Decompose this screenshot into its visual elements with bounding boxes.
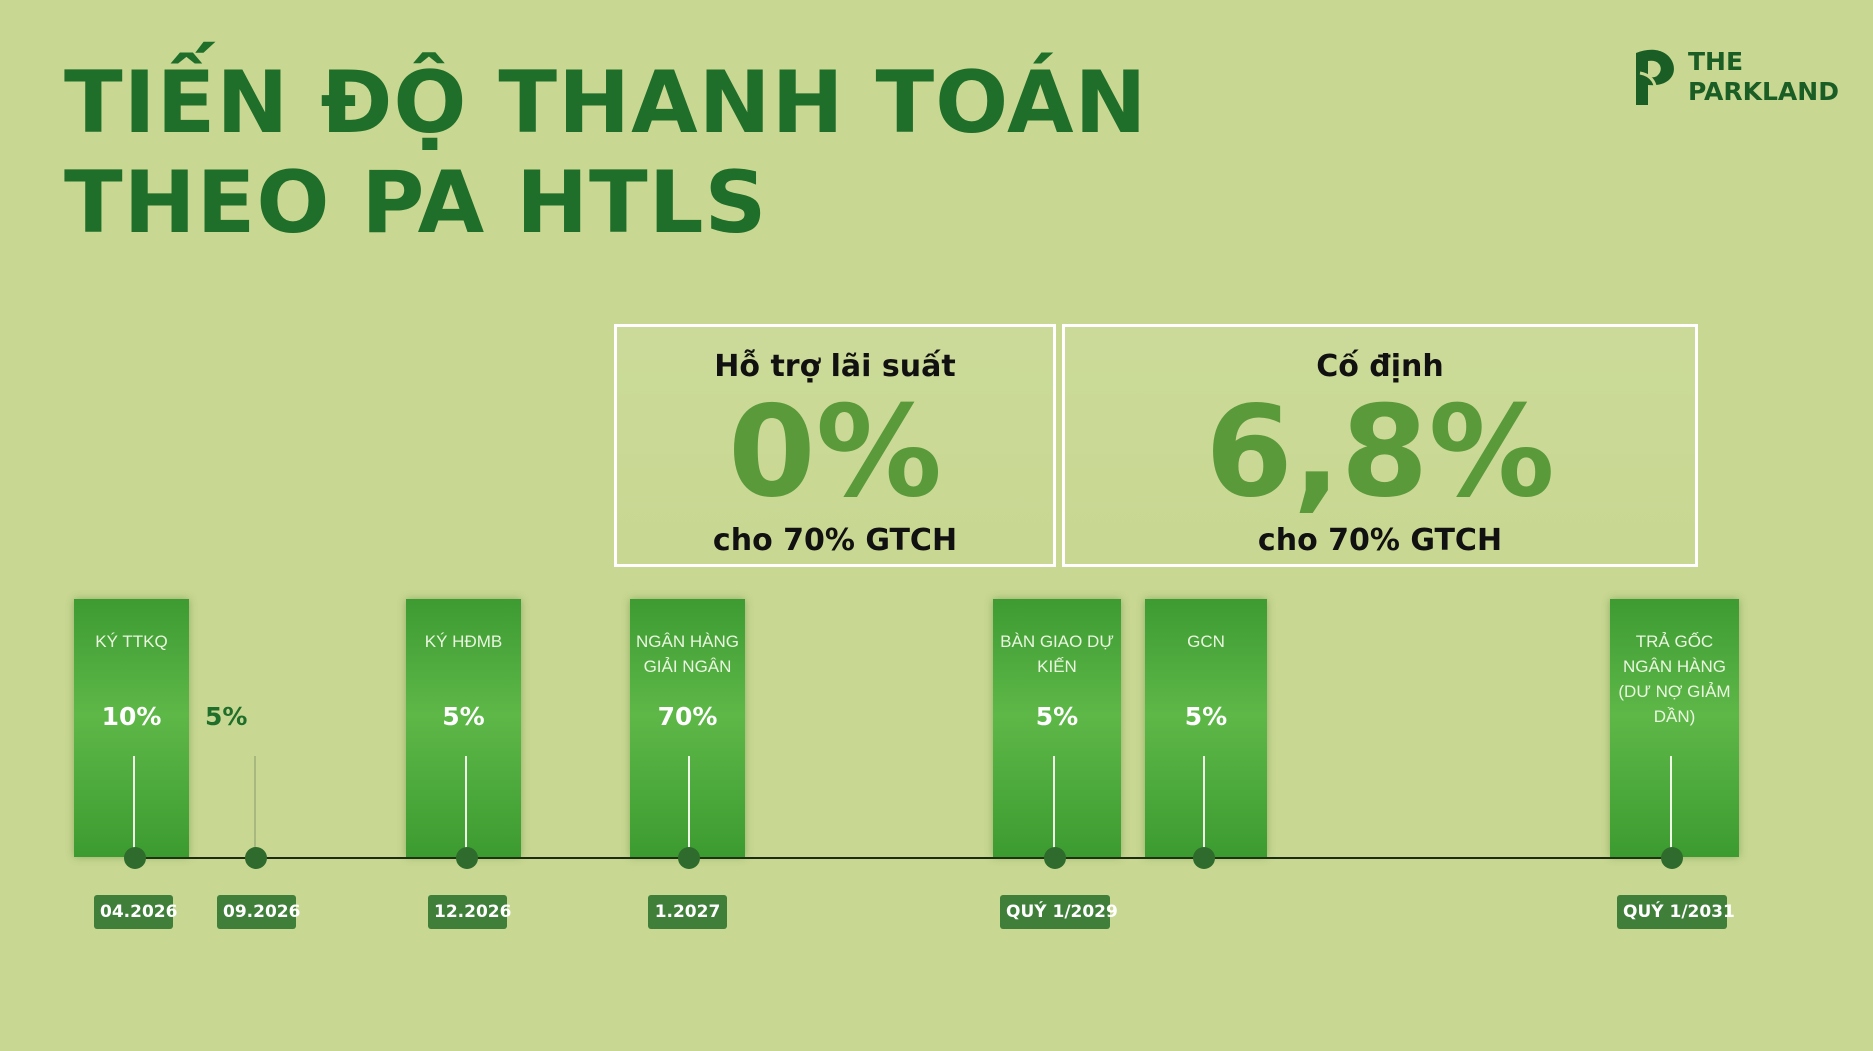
stage-card-ban-giao-du-kien: BÀN GIAO DỰ KIẾN 5%	[993, 599, 1121, 857]
stage-label: KÝ HĐMB	[424, 632, 503, 651]
stage-stem	[1053, 756, 1055, 854]
rate-value: 6,8%	[1205, 378, 1555, 525]
timeline-dot	[1193, 847, 1215, 869]
stage-label: TRẢ GỐC NGÂN HÀNG (DƯ NỢ GIẢM DẦN)	[1618, 632, 1731, 726]
timeline-dot	[124, 847, 146, 869]
stage-label: BÀN GIAO DỰ KIẾN	[1000, 632, 1114, 676]
stage-label: KÝ TTKQ	[95, 632, 168, 651]
date-badge: 12.2026	[428, 895, 511, 929]
logo-text-line-1: THE	[1688, 47, 1744, 76]
stage-percent: 5%	[1184, 702, 1228, 731]
date-badge: 09.2026	[217, 895, 300, 929]
stage-stem	[133, 756, 135, 854]
timeline-dot	[1044, 847, 1066, 869]
stage-stem	[1670, 756, 1672, 854]
timeline-axis	[134, 857, 1674, 859]
stage-percent: 5%	[442, 702, 485, 731]
stage-stem	[1203, 756, 1205, 854]
stage-stem	[465, 756, 467, 854]
stage-percent: 5%	[1035, 702, 1079, 731]
logo-text-line-2: PARKLAND	[1688, 77, 1839, 106]
timeline-dot	[456, 847, 478, 869]
rate-note: cho 70% GTCH	[712, 523, 958, 558]
rate-box-support: Hỗ trợ lãi suất 0% cho 70% GTCH	[614, 324, 1056, 567]
stage-card-ky-hdmb: KÝ HĐMB 5%	[406, 599, 521, 857]
date-badge: 1.2027	[648, 895, 727, 929]
page-title-line-1: TIẾN ĐỘ THANH TOÁN	[64, 53, 1148, 153]
stage-card-gcn: GCN 5%	[1145, 599, 1267, 857]
stage-percent: 10%	[101, 702, 162, 731]
rate-value: 0%	[728, 378, 942, 525]
timeline-dot	[678, 847, 700, 869]
date-badge: 04.2026	[94, 895, 177, 929]
stage-percent: 70%	[657, 702, 718, 731]
rate-note: cho 70% GTCH	[1257, 523, 1503, 558]
page-title-line-2: THEO PA HTLS	[64, 153, 768, 253]
stage-percent: 5%	[205, 702, 248, 731]
stage-stem	[254, 756, 256, 854]
rate-label: Hỗ trợ lãi suất	[714, 349, 956, 384]
stage-stem	[688, 756, 690, 854]
brand-logo: THE PARKLAND	[1632, 45, 1852, 110]
rate-label: Cố định	[1316, 349, 1444, 384]
stage-card-ky-ttkq: KÝ TTKQ 10%	[74, 599, 189, 857]
stage-label: GCN	[1187, 632, 1225, 651]
date-badge: QUÝ 1/2029	[1000, 895, 1118, 929]
parkland-p-leaf-icon	[1636, 49, 1674, 105]
date-badge: QUÝ 1/2031	[1617, 895, 1735, 929]
stage-card-tra-goc-ngan-hang: TRẢ GỐC NGÂN HÀNG (DƯ NỢ GIẢM DẦN)	[1610, 599, 1739, 857]
timeline-dot	[245, 847, 267, 869]
stage-label: NGÂN HÀNG GIẢI NGÂN	[636, 632, 739, 676]
rate-box-fixed: Cố định 6,8% cho 70% GTCH	[1062, 324, 1698, 567]
timeline-dot	[1661, 847, 1683, 869]
stage-card-ngan-hang-giai-ngan: NGÂN HÀNG GIẢI NGÂN 70%	[630, 599, 745, 857]
